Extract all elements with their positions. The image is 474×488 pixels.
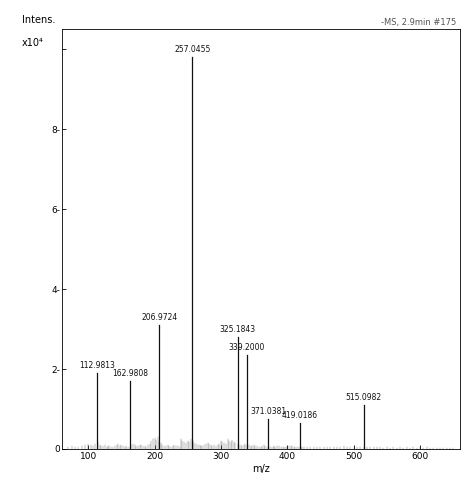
Text: 515.0982: 515.0982 bbox=[346, 393, 382, 402]
Text: 371.0381: 371.0381 bbox=[250, 407, 286, 416]
Text: 325.1843: 325.1843 bbox=[219, 325, 255, 334]
Text: 162.9808: 162.9808 bbox=[112, 369, 148, 378]
Text: 112.9813: 112.9813 bbox=[79, 361, 115, 370]
Text: x10⁴: x10⁴ bbox=[22, 38, 44, 48]
Text: Intens.: Intens. bbox=[22, 15, 55, 25]
X-axis label: m/z: m/z bbox=[252, 464, 270, 473]
Text: 419.0186: 419.0186 bbox=[282, 411, 318, 420]
Text: -MS, 2.9min #175: -MS, 2.9min #175 bbox=[381, 18, 456, 27]
Text: 257.0455: 257.0455 bbox=[174, 45, 210, 54]
Text: 339.2000: 339.2000 bbox=[229, 343, 265, 352]
Text: 206.9724: 206.9724 bbox=[141, 313, 177, 322]
